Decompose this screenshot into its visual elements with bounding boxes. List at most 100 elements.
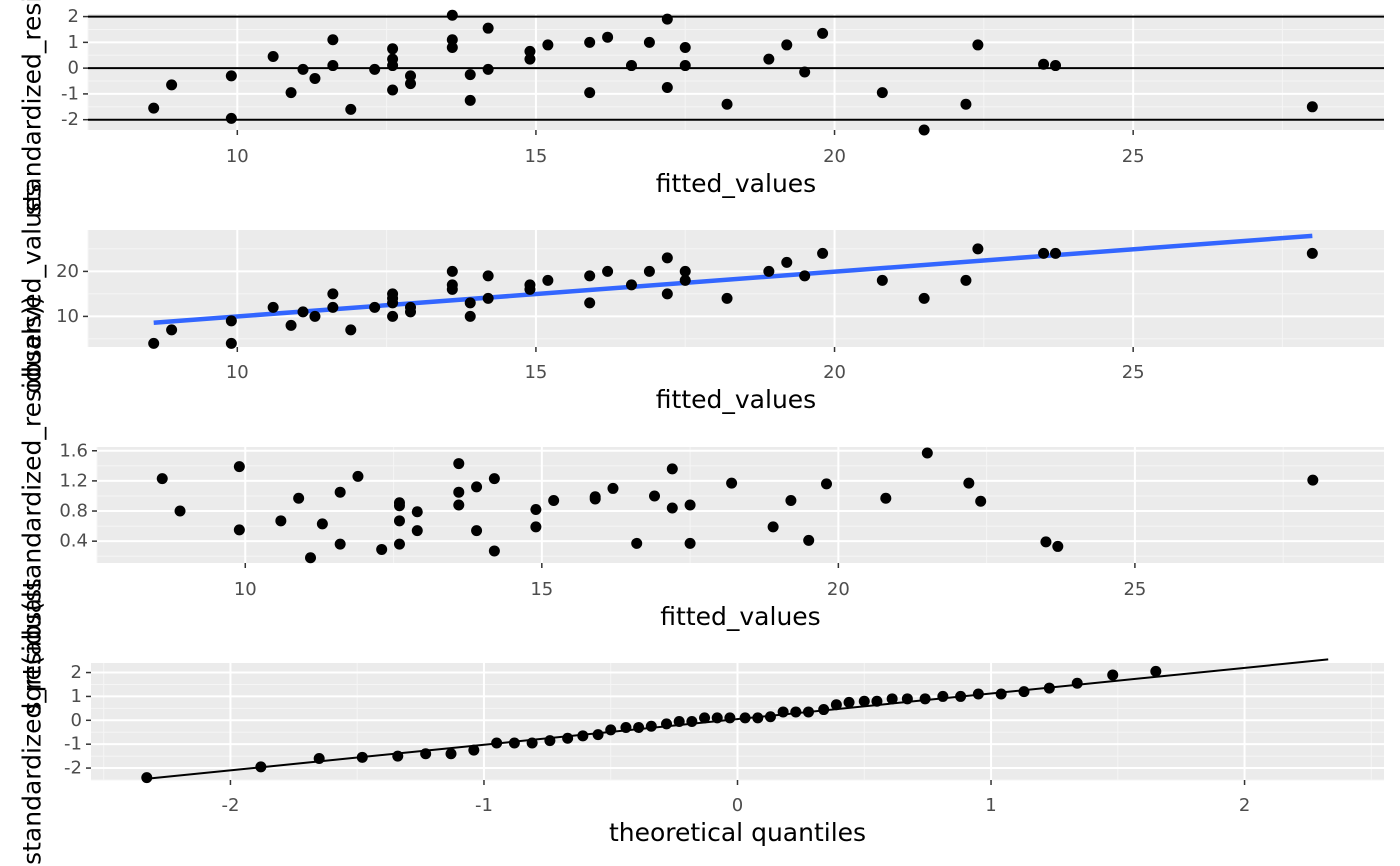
data-point	[684, 499, 696, 511]
data-point	[334, 538, 346, 550]
data-point	[393, 538, 405, 550]
data-point	[393, 500, 405, 512]
data-point	[488, 473, 500, 485]
data-point	[464, 69, 476, 81]
y-tick-label: 0.8	[59, 501, 88, 522]
data-point	[446, 34, 458, 46]
data-point	[482, 63, 494, 75]
data-point	[285, 87, 297, 99]
x-tick-label: 20	[823, 362, 846, 383]
data-point	[309, 310, 321, 322]
data-point	[530, 521, 542, 533]
data-point	[562, 732, 574, 744]
data-point	[679, 274, 691, 286]
x-tick-label: 10	[234, 579, 257, 600]
data-point	[524, 283, 536, 295]
data-point	[649, 490, 661, 502]
data-point	[267, 301, 279, 313]
data-point	[633, 721, 645, 733]
data-point	[802, 706, 814, 718]
data-point	[699, 712, 711, 724]
data-point	[1306, 247, 1318, 259]
data-point	[679, 60, 691, 72]
data-point	[313, 753, 325, 765]
y-tick-label: -1	[61, 83, 79, 104]
data-point	[148, 337, 160, 349]
y-tick-label: 1.6	[59, 440, 88, 461]
data-point	[589, 493, 601, 505]
data-point	[446, 265, 458, 277]
data-point	[918, 292, 930, 304]
data-point	[352, 470, 364, 482]
data-point	[721, 98, 733, 110]
y-tick-label: -2	[64, 758, 82, 779]
data-point	[1018, 686, 1030, 698]
x-tick-label: -2	[221, 795, 239, 816]
panel-1: -2 -1 0 1 2 10 15 20 25 fitted_values standardized…	[18, 0, 1384, 215]
data-point	[542, 39, 554, 51]
data-point	[577, 730, 589, 742]
data-point	[602, 31, 614, 43]
data-point	[405, 306, 417, 318]
data-point	[752, 712, 764, 724]
y-tick-label: 0	[71, 710, 82, 731]
data-point	[225, 112, 237, 124]
data-point	[530, 504, 542, 516]
data-point	[781, 39, 793, 51]
y-tick-label: 10	[56, 306, 79, 327]
data-point	[445, 748, 457, 760]
x-tick-label: 15	[524, 146, 547, 167]
y-tick-label: 1.2	[59, 470, 88, 491]
data-point	[620, 721, 632, 733]
data-point	[482, 22, 494, 34]
data-point	[1150, 665, 1162, 677]
y-tick-label: 2	[68, 6, 79, 27]
x-tick-label: 20	[827, 579, 850, 600]
panel-background	[88, 230, 1384, 347]
x-tick-label: 15	[530, 579, 553, 600]
data-point	[345, 324, 357, 336]
y-tick-label: -1	[64, 734, 82, 755]
x-axis-title: fitted_values	[656, 169, 816, 198]
data-point	[411, 525, 423, 537]
data-point	[369, 301, 381, 313]
data-point	[764, 711, 776, 723]
x-tick-label: 25	[1122, 362, 1145, 383]
data-point	[387, 84, 399, 96]
data-point	[830, 699, 842, 711]
data-point	[661, 288, 673, 300]
data-point	[225, 70, 237, 82]
panel-2: 10 20 10 15 20 25 fitted_values observed_values	[18, 184, 1384, 414]
panel-3: 0.4 0.8 1.2 1.6 10 15 20 25 fitted_values sqrt(ab…	[18, 296, 1384, 715]
data-point	[661, 252, 673, 264]
data-point	[526, 737, 538, 749]
data-point	[858, 695, 870, 707]
data-point	[156, 473, 168, 485]
y-tick-label: 20	[56, 261, 79, 282]
data-point	[305, 552, 317, 564]
data-point	[1050, 247, 1062, 259]
data-point	[464, 310, 476, 322]
fit-line	[153, 233, 1313, 325]
data-point	[673, 716, 685, 727]
data-point	[141, 772, 153, 784]
data-point	[818, 704, 830, 716]
data-point	[166, 324, 178, 336]
data-point	[781, 256, 793, 268]
data-point	[327, 34, 339, 46]
data-point	[721, 292, 733, 304]
data-point	[843, 696, 855, 708]
x-axis-title: theoretical quantiles	[609, 818, 866, 847]
data-point	[605, 724, 617, 736]
data-point	[972, 688, 984, 700]
data-point	[420, 748, 432, 760]
data-point	[886, 693, 898, 705]
data-point	[285, 319, 297, 331]
y-tick-label: 2	[71, 662, 82, 683]
data-point	[584, 36, 596, 48]
data-point	[820, 478, 832, 490]
panel-background	[88, 14, 1384, 130]
y-tick-label: 0.4	[59, 531, 88, 552]
data-point	[960, 274, 972, 286]
data-point	[471, 481, 483, 493]
